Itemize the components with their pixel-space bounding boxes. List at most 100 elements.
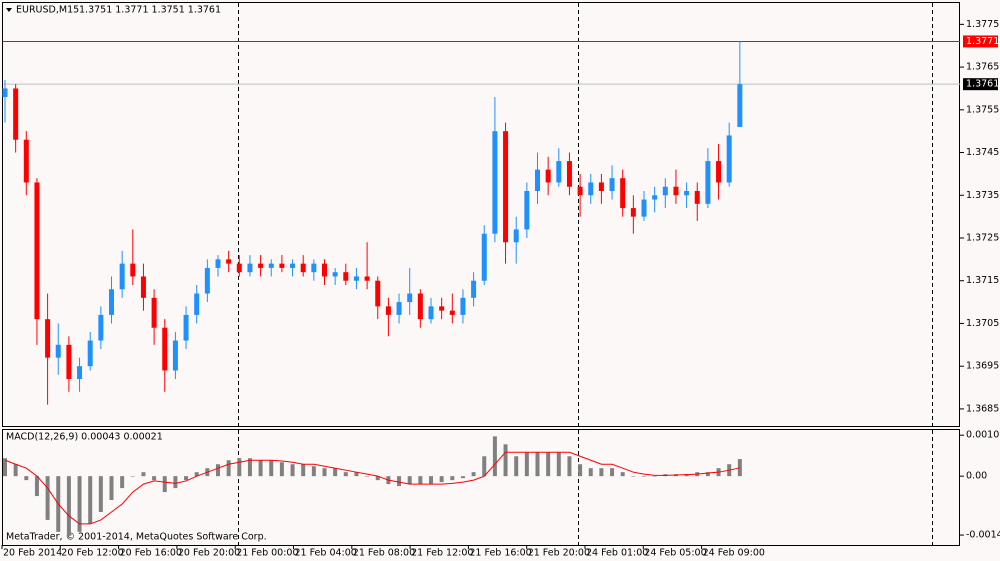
candle-body: [87, 340, 93, 367]
macd-bar: [226, 460, 231, 477]
macd-bar: [492, 436, 497, 477]
x-tick-label: 20 Feb 16:00: [120, 548, 182, 559]
macd-bar: [620, 472, 625, 477]
candle-body: [385, 306, 391, 315]
macd-bar: [375, 476, 380, 481]
macd-bar: [237, 458, 242, 477]
candle-body: [23, 139, 29, 183]
x-tick-label: 24 Feb 05:00: [644, 548, 706, 559]
macd-bar: [514, 456, 519, 477]
macd-bar: [152, 476, 157, 481]
macd-panel: [2, 429, 960, 546]
candle-body: [353, 276, 359, 281]
y-tick-label: 1.3685: [966, 403, 999, 414]
y-tick-label: 1.3775: [966, 19, 999, 30]
x-tick-label: 21 Feb 04:00: [295, 548, 357, 559]
macd-bar: [269, 460, 274, 477]
candle-body: [322, 263, 327, 277]
macd-bar: [88, 476, 93, 524]
x-tick-label: 21 Feb 00:00: [236, 548, 298, 559]
macd-bar: [77, 476, 82, 532]
candle-body: [119, 263, 125, 290]
macd-bar: [279, 462, 284, 477]
candle-body: [364, 276, 370, 281]
macd-bar: [322, 468, 327, 477]
candle-body: [513, 229, 519, 243]
candle-body: [481, 233, 487, 281]
candle-body: [45, 319, 51, 358]
macd-bar: [642, 476, 646, 477]
candle-body: [2, 88, 8, 97]
price-label-box: [963, 78, 998, 91]
macd-bar: [588, 468, 593, 477]
x-tick-label: 20 Feb 12:00: [61, 548, 123, 559]
x-tick-label: 20 Feb 20:00: [178, 548, 240, 559]
candle-body: [130, 263, 136, 277]
y-tick-label: 1.3725: [966, 233, 999, 244]
macd-bar: [631, 476, 636, 477]
macd-title: MACD(12,26,9) 0.00043 0.00021: [6, 432, 163, 443]
candle-body: [172, 340, 178, 371]
macd-bar: [365, 476, 370, 477]
macd-bar: [354, 472, 359, 477]
macd-bar: [162, 476, 167, 493]
candle-body: [183, 314, 189, 341]
day-separators: [238, 3, 933, 545]
candle-body: [396, 302, 402, 315]
macd-bar: [652, 476, 657, 477]
macd-bar: [503, 444, 508, 477]
macd-bar: [429, 476, 433, 485]
macd-bar: [290, 464, 295, 477]
macd-bar: [216, 464, 220, 477]
candle-body: [162, 327, 168, 371]
macd-bar: [684, 474, 689, 477]
macd-bar: [173, 476, 178, 489]
candle-body: [630, 208, 636, 217]
macd-bar: [439, 476, 444, 483]
candle-body: [77, 366, 83, 379]
main-panel: [2, 2, 960, 427]
candle-body: [673, 186, 679, 196]
candle-body: [662, 186, 668, 196]
candle-body: [417, 293, 423, 320]
candle-body: [279, 263, 285, 268]
macd-bar: [34, 476, 39, 497]
candle-body: [471, 280, 477, 298]
candle-body: [556, 161, 562, 183]
macd-bar: [311, 466, 316, 477]
candle-body: [13, 88, 19, 140]
chart-title: EURUSD,M15: [16, 5, 79, 16]
macd-bar: [578, 464, 583, 477]
macd-bar: [343, 472, 348, 477]
candle-body: [66, 344, 72, 379]
macd-bar: [737, 459, 742, 477]
macd-bar: [141, 472, 146, 477]
candle-body: [705, 161, 711, 204]
y-tick-label: 0.00: [966, 471, 987, 482]
macd-bar: [333, 468, 338, 477]
y-tick-label: -0.00148: [966, 530, 1000, 541]
macd-bar: [120, 476, 125, 489]
macd-bar: [610, 468, 615, 477]
macd-bar: [482, 456, 487, 477]
candle-body: [545, 169, 551, 183]
candle-body: [641, 199, 647, 217]
candle-body: [300, 263, 306, 273]
candle-body: [566, 161, 572, 187]
candle-body: [247, 263, 253, 273]
macd-bar: [109, 476, 114, 501]
candle-body: [524, 191, 530, 230]
candle-body: [684, 191, 690, 196]
macd-bar: [45, 476, 50, 520]
candle-body: [204, 267, 210, 294]
price-label-box: [963, 35, 998, 48]
macd-bar: [301, 464, 306, 477]
x-tick-label: 20 Feb 2014: [3, 548, 62, 559]
candle-body: [55, 344, 61, 358]
candle-body: [290, 263, 296, 268]
candle-body: [226, 259, 232, 264]
candle-body: [492, 131, 498, 234]
y-tick-label: 0.00103: [966, 430, 1000, 441]
price-label: 1.3761: [966, 79, 999, 90]
macd-bar: [13, 464, 18, 477]
